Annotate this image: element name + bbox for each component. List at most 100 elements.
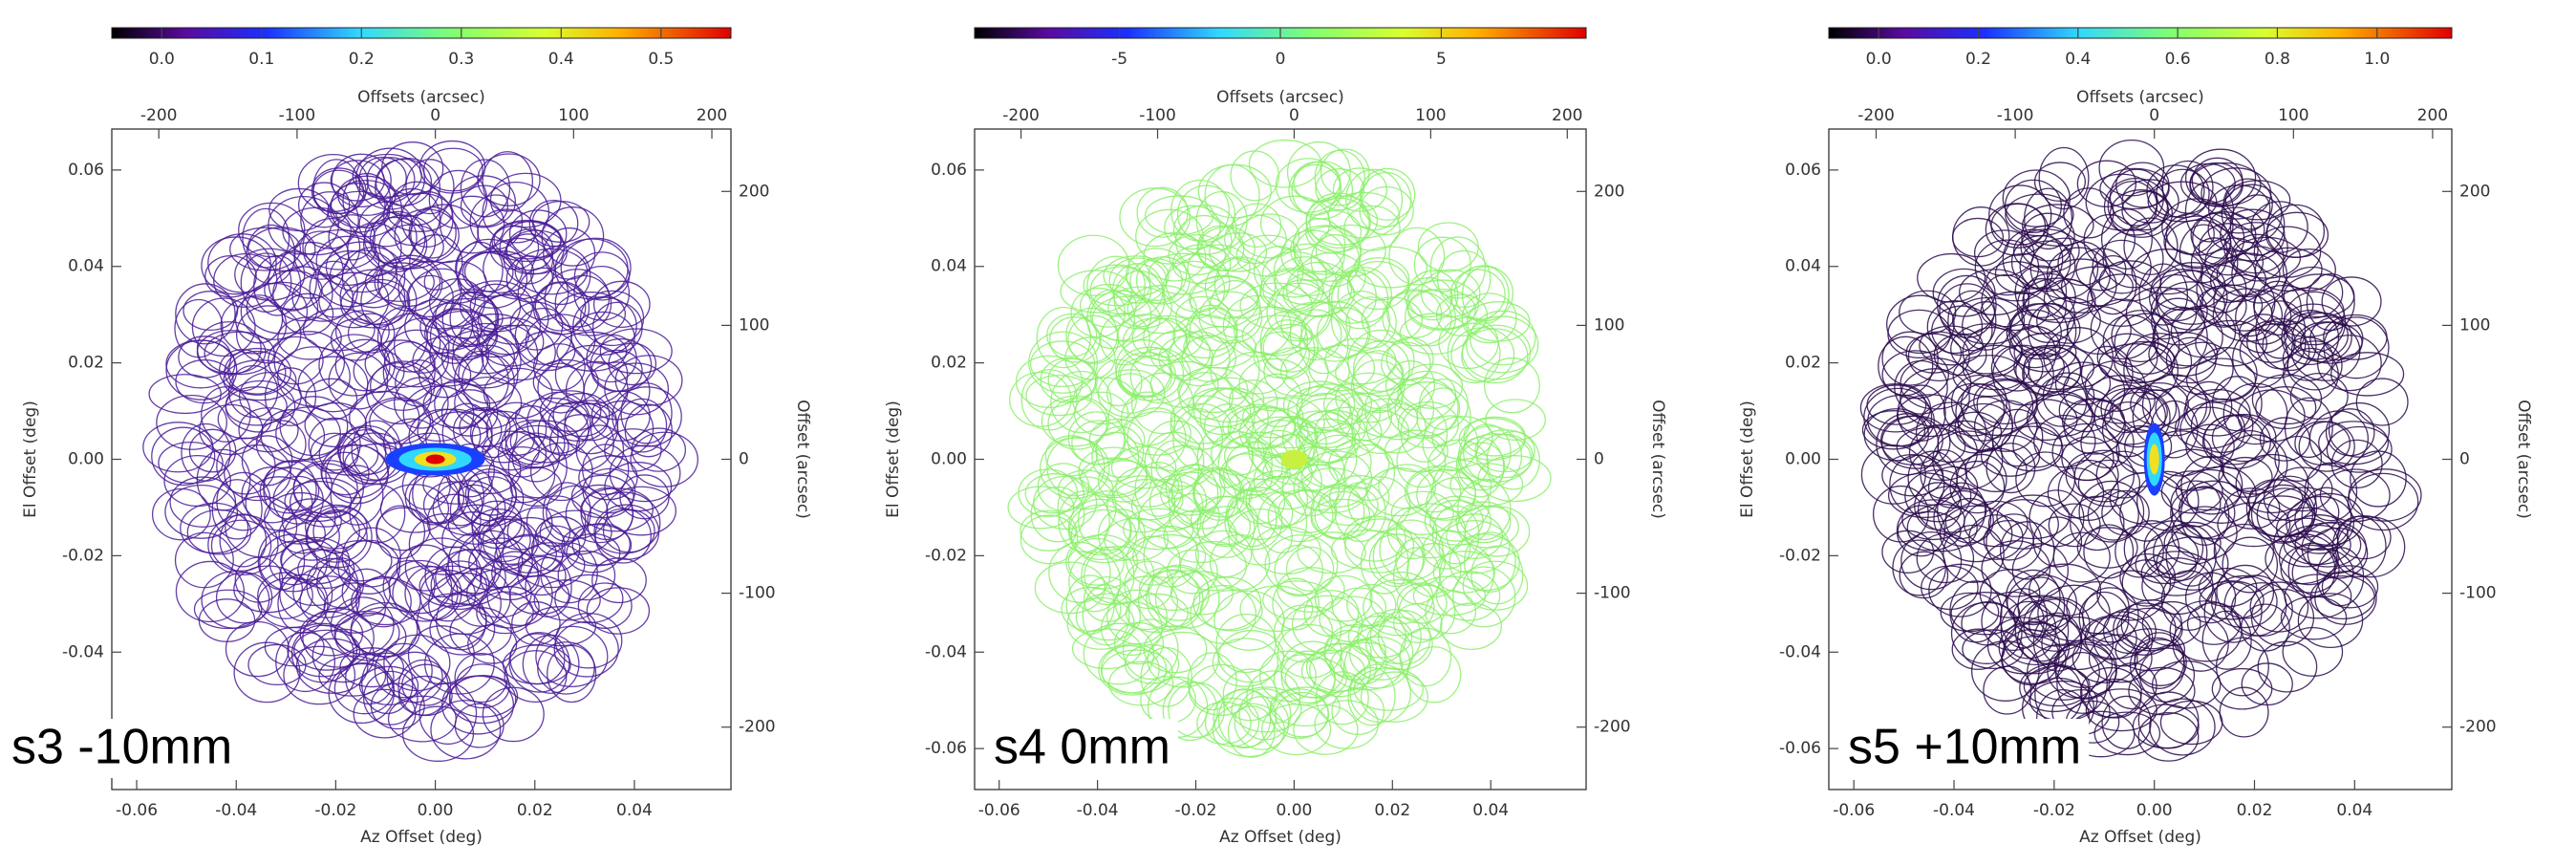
scan-loop — [353, 349, 405, 394]
scan-loop — [1143, 317, 1191, 358]
scan-loop — [290, 624, 354, 683]
scan-loop — [281, 498, 342, 543]
scan-loop — [1242, 397, 1304, 439]
scan-loop — [1357, 612, 1406, 663]
scan-loop — [363, 670, 419, 725]
scan-loop — [383, 187, 441, 247]
scan-loop — [1906, 503, 1978, 552]
scan-loop — [2219, 686, 2269, 738]
scan-loop — [458, 344, 519, 404]
scan-loop — [1262, 323, 1320, 373]
scan-loop — [1397, 370, 1457, 420]
scan-loop — [148, 374, 222, 415]
scan-loop — [1465, 315, 1539, 374]
y-tick-label: 0.00 — [68, 450, 104, 469]
scan-loop — [2075, 248, 2127, 292]
x2-tick-label: 100 — [2278, 106, 2308, 125]
scan-loop — [1289, 309, 1342, 361]
scan-loop — [1296, 383, 1364, 431]
y-tick-label: -0.04 — [62, 642, 104, 661]
scan-loop — [1348, 625, 1414, 681]
scan-loop — [1359, 167, 1416, 221]
scan-loop — [2195, 347, 2258, 401]
label-background — [988, 719, 1178, 778]
scan-loop — [2080, 417, 2135, 469]
scan-loop — [494, 535, 564, 577]
scan-loop — [1315, 671, 1369, 725]
scan-loop — [1174, 214, 1233, 269]
scan-loop — [257, 572, 313, 619]
scan-loop — [2216, 564, 2275, 619]
scan-loop — [2170, 480, 2222, 528]
scan-loop — [300, 191, 359, 249]
scan-loop — [1190, 584, 1257, 644]
scan-loop — [1210, 339, 1260, 400]
x-tick-label: 0.00 — [418, 801, 454, 820]
scan-loop — [2211, 667, 2273, 710]
scan-loop — [539, 390, 602, 432]
scan-loop — [165, 339, 238, 401]
scan-loop — [1928, 563, 1992, 617]
y2-tick-label: 0 — [739, 450, 749, 469]
scan-loop — [233, 565, 304, 614]
scan-loop — [478, 586, 540, 629]
y-tick-label: -0.06 — [1779, 739, 1821, 758]
scan-loop — [1461, 328, 1529, 384]
scan-loop — [2165, 336, 2217, 384]
scan-loop — [1272, 577, 1320, 631]
scan-loop — [1986, 443, 2036, 494]
scan-loop — [1072, 377, 1137, 425]
scan-loop — [1350, 359, 1406, 414]
scan-loop — [375, 158, 433, 206]
scan-loop — [2323, 316, 2390, 379]
scan-loop — [1999, 588, 2049, 649]
source-peak — [1280, 449, 1308, 469]
scan-loop — [1406, 279, 1479, 330]
scan-loop — [1135, 256, 1191, 305]
scan-loop — [210, 519, 272, 572]
scan-loop — [2163, 215, 2232, 268]
scan-loop — [1331, 687, 1385, 735]
scan-loop — [2082, 587, 2139, 643]
scan-loop — [449, 675, 519, 718]
scan-loop — [1030, 486, 1085, 543]
scan-loop — [501, 419, 566, 469]
scan-loop — [1983, 520, 2034, 561]
scan-loop — [2298, 421, 2355, 472]
scan-loop — [2001, 629, 2060, 686]
scan-loop — [1111, 478, 1184, 521]
scan-loop — [318, 432, 379, 476]
scan-loop — [2085, 173, 2158, 231]
scan-loop — [482, 518, 539, 566]
scan-loop — [2283, 291, 2347, 354]
scan-loop — [293, 629, 361, 671]
scan-loop — [1406, 469, 1462, 513]
scan-loop — [1932, 430, 2004, 490]
scan-loop — [2004, 179, 2062, 233]
scan-loop — [537, 405, 590, 456]
y2-axis-label: Offset (arcsec) — [793, 400, 812, 519]
scan-loop — [2067, 305, 2132, 355]
scan-loop — [2102, 608, 2157, 655]
scan-loop — [2237, 389, 2306, 443]
scan-loop — [1422, 529, 1471, 570]
scan-loop — [529, 442, 593, 502]
scan-loop — [1921, 565, 1979, 611]
scan-loop — [1144, 431, 1205, 491]
scan-loop — [207, 233, 277, 293]
source-peak — [2149, 444, 2159, 475]
scan-loop — [454, 652, 508, 704]
scan-loop — [158, 442, 224, 485]
scan-loop — [1397, 401, 1459, 449]
x2-axis-label: Offsets (arcsec) — [2076, 88, 2204, 107]
x2-tick-label: -200 — [1002, 106, 1040, 125]
scan-loop — [419, 569, 477, 622]
colorbar-tick-label: 0.4 — [548, 50, 574, 69]
scan-loop — [2319, 468, 2391, 523]
x-tick-label: -0.06 — [116, 801, 158, 820]
scan-loop — [1952, 355, 2026, 398]
scan-loop — [2185, 148, 2257, 207]
x-tick-label: 0.00 — [1276, 801, 1312, 820]
scan-loop — [310, 432, 359, 474]
y2-axis-label: Offset (arcsec) — [2514, 400, 2533, 519]
